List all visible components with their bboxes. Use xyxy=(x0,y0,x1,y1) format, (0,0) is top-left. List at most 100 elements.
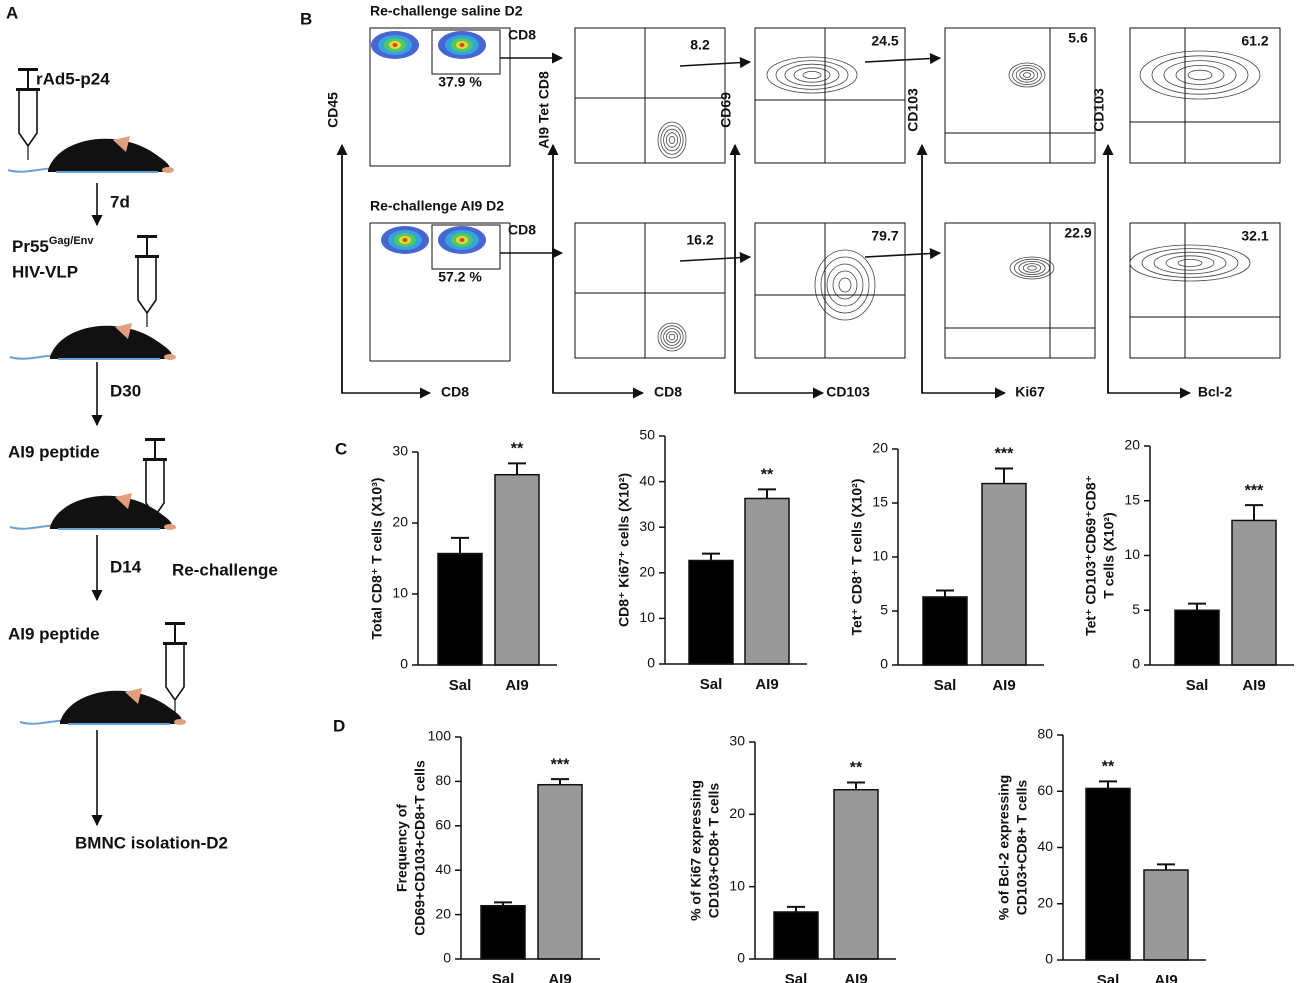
y-tick-label: 10 xyxy=(639,609,655,625)
y-axis-label: Frequency of xyxy=(394,804,410,892)
contour xyxy=(820,256,870,314)
y-tick-label: 0 xyxy=(880,656,888,672)
y-tick-label: 40 xyxy=(639,472,655,488)
interval: D14 xyxy=(110,557,142,576)
y-tick-label: 0 xyxy=(1045,951,1053,967)
gate-label: CD8 xyxy=(508,27,536,43)
plot-frame xyxy=(1129,27,1281,164)
significance: *** xyxy=(551,756,570,773)
contour xyxy=(826,263,864,307)
x-tick-label: AI9 xyxy=(1242,677,1265,694)
bar xyxy=(1143,869,1189,961)
y-tick-label: 20 xyxy=(639,564,655,580)
density xyxy=(459,43,465,47)
plot-frame xyxy=(574,27,726,164)
bar xyxy=(922,596,968,666)
peptide: AI9 peptide xyxy=(8,624,100,643)
boost-line: HIV-VLP xyxy=(12,262,78,281)
x-tick-label: Sal xyxy=(449,677,472,694)
y-tick-label: 10 xyxy=(729,877,745,893)
endpoint: BMNC isolation-D2 xyxy=(75,833,228,852)
bar xyxy=(1231,519,1277,666)
contour xyxy=(1008,62,1046,88)
rechallenge: Re-challenge xyxy=(172,560,278,579)
y-tick-label: 20 xyxy=(1124,437,1140,453)
contour xyxy=(1023,72,1032,78)
contour xyxy=(1163,60,1237,90)
density xyxy=(402,238,408,242)
y-tick-label: 20 xyxy=(729,805,745,821)
y-tick-label: 10 xyxy=(1124,546,1140,562)
y-tick-label: 60 xyxy=(1037,782,1053,798)
contour xyxy=(1139,50,1261,100)
panel-label: B xyxy=(300,9,312,28)
y-tick-label: 80 xyxy=(1037,726,1053,742)
y-tick-label: 20 xyxy=(1037,894,1053,910)
contour xyxy=(1151,55,1249,95)
y-tick-label: 20 xyxy=(392,514,408,530)
panel-label: C xyxy=(335,439,347,458)
contour xyxy=(802,71,822,80)
x-tick-label: Sal xyxy=(700,676,723,693)
contour xyxy=(1165,255,1215,271)
syringe xyxy=(162,621,188,715)
bar xyxy=(981,482,1027,666)
y-tick-label: 10 xyxy=(392,585,408,601)
arrow xyxy=(864,247,942,260)
quadrant-value: 32.1 xyxy=(1241,228,1268,244)
contour xyxy=(1009,256,1055,280)
quadrant-value: 61.2 xyxy=(1241,33,1268,49)
contour xyxy=(1027,265,1037,271)
x-tick-label: AI9 xyxy=(505,677,528,694)
y-tick-label: 20 xyxy=(435,905,451,921)
y-tick-label: 15 xyxy=(1124,491,1140,507)
contour xyxy=(1177,258,1203,267)
y-tick-label: 5 xyxy=(880,602,888,618)
plot-frame xyxy=(754,27,906,164)
contour xyxy=(1129,244,1251,282)
quadrant-value: 22.9 xyxy=(1064,225,1091,241)
contour xyxy=(1015,67,1039,83)
peptide: AI9 peptide xyxy=(8,442,100,461)
y-axis-label: CD103 xyxy=(1091,88,1107,132)
y-tick-label: 60 xyxy=(435,817,451,833)
gate-value: 57.2 % xyxy=(438,269,482,285)
y-tick-label: 10 xyxy=(872,548,888,564)
x-axis-label: CD103 xyxy=(826,384,870,400)
y-axis-label: Total CD8⁺ T cells (X10³) xyxy=(369,478,385,640)
contour xyxy=(838,277,852,293)
y-tick-label: 0 xyxy=(1132,656,1140,672)
y-tick-label: 40 xyxy=(1037,838,1053,854)
contour xyxy=(1022,263,1042,273)
contour xyxy=(657,121,687,159)
contour xyxy=(1012,65,1042,86)
quadrant-value: 5.6 xyxy=(1068,30,1088,46)
boost-sup: Gag/Env xyxy=(49,235,95,247)
y-tick-label: 0 xyxy=(737,950,745,966)
contour xyxy=(814,249,876,321)
panel-label: D xyxy=(333,716,345,735)
arrow xyxy=(679,56,752,69)
y-tick-label: 0 xyxy=(443,950,451,966)
density xyxy=(459,238,465,242)
contour xyxy=(666,132,679,148)
mouse xyxy=(7,135,175,174)
y-axis-label: CD103+CD8+ T cells xyxy=(706,783,722,919)
contour xyxy=(766,56,858,94)
x-axis-label: Ki67 xyxy=(1015,384,1045,400)
mouse xyxy=(9,322,177,361)
y-axis-label: AI9 Tet CD8 xyxy=(536,71,552,149)
x-tick-label: AI9 xyxy=(992,677,1015,694)
contour xyxy=(660,125,684,155)
row-title: Re-challenge saline D2 xyxy=(370,3,523,19)
syringe xyxy=(134,234,160,328)
bar xyxy=(773,911,819,960)
contour xyxy=(668,135,676,144)
contour xyxy=(663,128,681,152)
x-axis-label: CD8 xyxy=(654,384,682,400)
contour xyxy=(832,270,858,300)
gate xyxy=(431,29,501,75)
y-axis-label: CD45 xyxy=(325,92,341,128)
bar xyxy=(1174,609,1220,666)
